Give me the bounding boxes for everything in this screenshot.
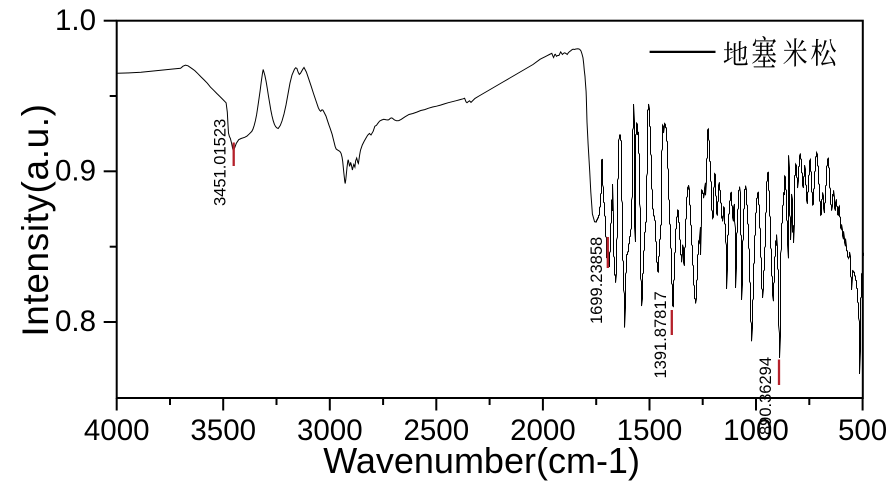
svg-text:1.0: 1.0: [55, 4, 96, 37]
svg-text:4000: 4000: [84, 414, 150, 447]
svg-text:3451.01523: 3451.01523: [212, 119, 230, 206]
svg-text:Intensity(a.u.): Intensity(a.u.): [15, 103, 56, 336]
svg-text:0.9: 0.9: [55, 155, 96, 188]
svg-text:1391.87817: 1391.87817: [652, 291, 670, 378]
svg-text:Wavenumber(cm-1): Wavenumber(cm-1): [323, 440, 640, 481]
svg-text:2000: 2000: [510, 414, 576, 447]
svg-text:1500: 1500: [617, 414, 683, 447]
svg-text:3500: 3500: [190, 414, 256, 447]
svg-text:0.8: 0.8: [55, 305, 96, 338]
svg-text:1699.23858: 1699.23858: [588, 237, 606, 324]
svg-text:500: 500: [838, 414, 887, 447]
svg-text:3000: 3000: [297, 414, 363, 447]
svg-text:2500: 2500: [403, 414, 469, 447]
svg-text:1000: 1000: [723, 414, 789, 447]
svg-text:890.36294: 890.36294: [757, 357, 775, 435]
